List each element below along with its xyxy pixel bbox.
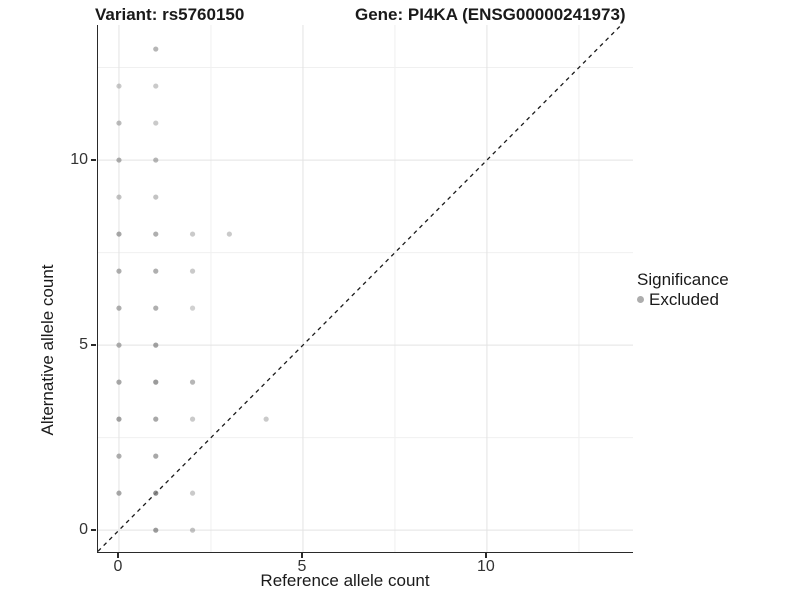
data-point (116, 342, 122, 348)
data-point (116, 83, 122, 89)
data-point (116, 157, 122, 163)
identity-dashed-line (98, 25, 622, 552)
x-axis-tick (301, 553, 303, 558)
data-point (153, 83, 159, 89)
data-point (153, 342, 159, 348)
data-point (153, 46, 159, 52)
data-point (153, 231, 159, 237)
data-point (153, 527, 159, 533)
data-point (153, 453, 159, 459)
x-axis-title: Reference allele count (260, 571, 430, 590)
data-point (226, 231, 232, 237)
data-point (189, 490, 196, 496)
data-point (153, 194, 159, 200)
data-point (116, 305, 122, 311)
y-tick-label: 5 (79, 336, 88, 354)
excluded-point-icon (637, 296, 644, 303)
data-point (189, 527, 196, 533)
data-point (153, 157, 159, 163)
plot-title-gene: Gene: PI4KA (ENSG00000241973) (355, 5, 626, 24)
legend-entry-excluded: Excluded (637, 290, 729, 309)
plot-title-variant: Variant: rs5760150 (95, 5, 245, 24)
data-point (116, 120, 122, 126)
data-point (153, 490, 159, 496)
data-point (189, 305, 196, 311)
x-tick-label: 5 (297, 558, 307, 575)
y-axis-tick (91, 344, 96, 346)
data-point (153, 379, 159, 385)
data-point (189, 379, 196, 385)
data-point (153, 416, 159, 422)
data-point (263, 416, 269, 422)
x-axis-tick (117, 553, 119, 558)
legend-title: Significance (637, 270, 729, 289)
legend: Significance Excluded (637, 270, 729, 309)
data-point (189, 416, 196, 422)
data-point (116, 379, 122, 385)
x-tick-label: 10 (477, 558, 495, 575)
data-point (153, 268, 159, 274)
plot-panel (97, 25, 633, 553)
data-point (116, 268, 122, 274)
y-axis-tick (91, 159, 96, 161)
x-axis-tick (485, 553, 487, 558)
data-point (189, 268, 196, 274)
data-point (116, 490, 122, 496)
data-point (116, 194, 122, 200)
chart-canvas (98, 25, 633, 552)
data-point (116, 453, 122, 459)
data-point (153, 120, 159, 126)
data-point (116, 416, 122, 422)
legend-entry-label: Excluded (649, 290, 719, 309)
data-point (189, 231, 196, 237)
data-point (153, 305, 159, 311)
y-axis-tick (91, 529, 96, 531)
x-tick-label: 0 (113, 558, 123, 575)
y-tick-label: 10 (70, 151, 88, 169)
y-axis-title: Alternative allele count (38, 264, 57, 436)
y-tick-label: 0 (79, 521, 88, 539)
data-point (116, 231, 122, 237)
